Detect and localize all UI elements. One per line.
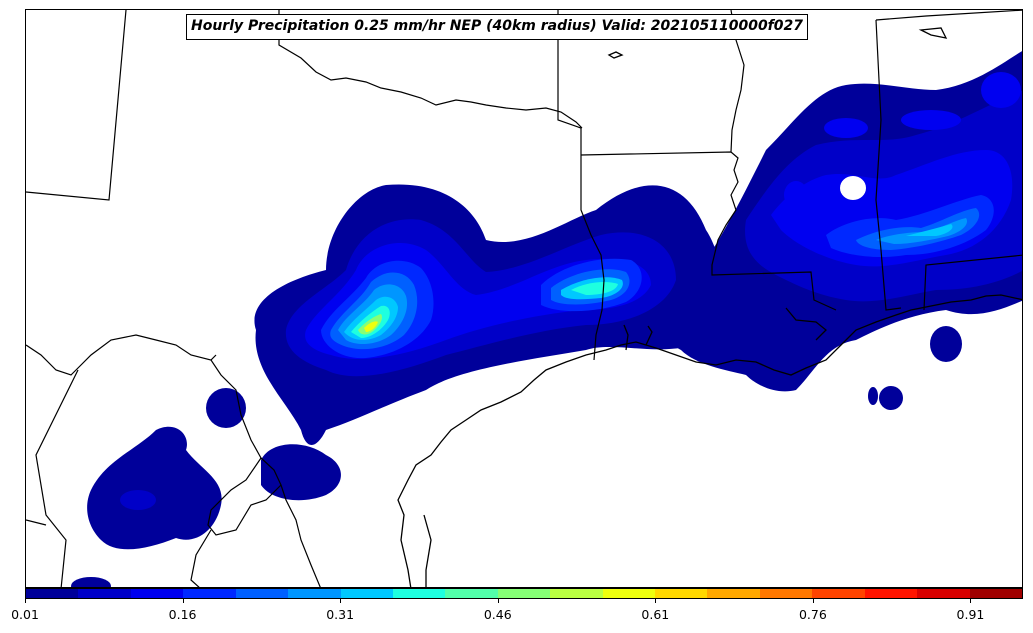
colorbar-segment bbox=[917, 589, 970, 598]
precip-field-central-texas bbox=[71, 184, 721, 587]
colorbar-tick-label: 0.31 bbox=[326, 607, 355, 622]
colorbar-tick-mark bbox=[812, 599, 814, 603]
colorbar-tick-mark bbox=[655, 599, 657, 603]
colorbar-segment bbox=[445, 589, 498, 598]
colorbar-segment bbox=[183, 589, 236, 598]
map-title: Hourly Precipitation 0.25 mm/hr NEP (40k… bbox=[186, 14, 809, 40]
precipitation-map bbox=[26, 10, 1022, 587]
colorbar-tick-label: 0.61 bbox=[641, 607, 670, 622]
colorbar-tick-label: 0.76 bbox=[798, 607, 827, 622]
colorbar-segment bbox=[864, 589, 918, 598]
colorbar-tick-mark bbox=[25, 599, 26, 603]
colorbar-tick-label: 0.16 bbox=[168, 607, 197, 622]
colorbar-segment bbox=[288, 589, 341, 598]
colorbar-segment bbox=[707, 589, 760, 598]
colorbar-segment bbox=[235, 589, 289, 598]
precip-field-gulf-coast-east bbox=[668, 51, 1022, 410]
colorbar-segment bbox=[812, 589, 865, 598]
colorbar-tick-mark bbox=[970, 599, 972, 603]
coastline bbox=[397, 27, 1022, 587]
colorbar-tick-mark bbox=[340, 599, 342, 603]
state-borders bbox=[26, 10, 1022, 587]
colorbar-segment bbox=[26, 589, 79, 598]
colorbar bbox=[25, 588, 1023, 599]
colorbar-segment bbox=[550, 589, 603, 598]
colorbar-segment bbox=[655, 589, 708, 598]
colorbar-tick-label: 0.01 bbox=[11, 607, 39, 622]
colorbar-tick-label: 0.46 bbox=[483, 607, 512, 622]
colorbar-tick-label: 0.91 bbox=[956, 607, 985, 622]
colorbar-segment bbox=[969, 589, 1023, 598]
colorbar-segment bbox=[392, 589, 446, 598]
colorbar-segment bbox=[130, 589, 184, 598]
colorbar-segment bbox=[78, 589, 131, 598]
colorbar-segment bbox=[340, 589, 393, 598]
colorbar-segment bbox=[497, 589, 551, 598]
colorbar-segment bbox=[602, 589, 656, 598]
colorbar-segment bbox=[759, 589, 813, 598]
map-panel bbox=[25, 9, 1023, 588]
colorbar-tick-mark bbox=[497, 599, 499, 603]
colorbar-tick-mark bbox=[182, 599, 184, 603]
